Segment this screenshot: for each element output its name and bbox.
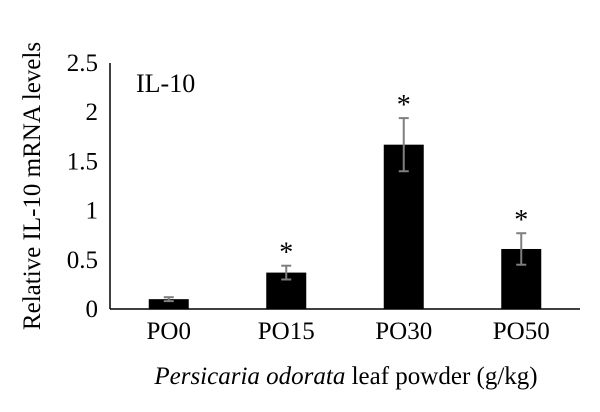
significance-star: * bbox=[279, 238, 293, 269]
significance-star: * bbox=[514, 205, 528, 236]
bars bbox=[148, 144, 542, 309]
y-axis-title: Relative IL-10 mRNA levels bbox=[19, 42, 46, 330]
x-axis-title: Persicaria odorata leaf powder (g/kg) bbox=[153, 363, 537, 390]
y-tick-label: 2 bbox=[86, 99, 99, 126]
error-bars bbox=[163, 117, 527, 303]
significance-star: * bbox=[397, 90, 411, 121]
x-tick-labels: PO0 PO15 PO30 PO50 bbox=[147, 318, 550, 345]
x-tick-label: PO50 bbox=[493, 318, 550, 345]
panel-label: IL-10 bbox=[136, 69, 195, 98]
y-tick-labels: 0 0.5 1 1.5 2 2.5 bbox=[67, 50, 98, 323]
x-tick-label: PO15 bbox=[258, 318, 315, 345]
y-tick-label: 0.5 bbox=[67, 247, 98, 274]
x-axis-title-italic: Persicaria odorata bbox=[153, 363, 345, 390]
y-tick-label: 1 bbox=[86, 198, 99, 225]
bar bbox=[148, 299, 189, 309]
y-tick-label: 1.5 bbox=[67, 148, 98, 175]
x-tick-label: PO30 bbox=[375, 318, 432, 345]
y-tick-label: 2.5 bbox=[67, 50, 98, 77]
x-axis-title-rest: leaf powder (g/kg) bbox=[345, 363, 537, 390]
y-tick-label: 0 bbox=[86, 296, 99, 323]
x-tick-label: PO0 bbox=[147, 318, 191, 345]
significance-markers: * * * bbox=[279, 90, 528, 269]
